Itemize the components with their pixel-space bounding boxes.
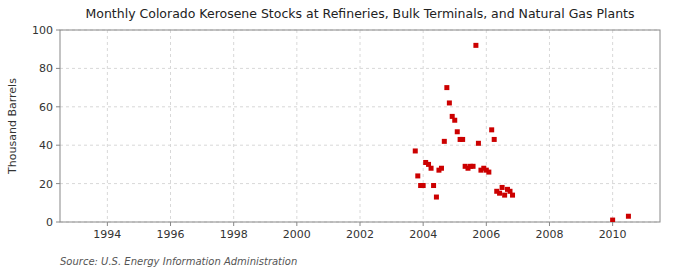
y-tick: [56, 145, 60, 146]
x-tick-label: 1996: [157, 228, 185, 241]
x-tick: [423, 222, 424, 226]
axes: 1994 1996 1998 2000 2002 2004 2006 2008 2010 0 20 4…: [32, 24, 627, 241]
x-tick-label: 1994: [93, 228, 121, 241]
point: [442, 139, 447, 144]
point: [510, 193, 515, 198]
point: [500, 185, 505, 190]
point: [444, 85, 449, 90]
point: [431, 183, 436, 188]
grid-line-y: [60, 68, 660, 69]
point: [473, 43, 478, 48]
point: [626, 214, 631, 219]
x-tick-label: 2004: [409, 228, 437, 241]
grid-line-x: [486, 30, 487, 222]
point: [497, 191, 502, 196]
point: [502, 193, 507, 198]
y-tick: [56, 222, 60, 223]
point: [486, 170, 491, 175]
point: [447, 100, 452, 105]
x-tick: [170, 222, 171, 226]
x-tick-label: 2006: [472, 228, 500, 241]
grid-line-y: [60, 183, 660, 184]
x-tick: [612, 222, 613, 226]
points: [413, 43, 631, 222]
x-tick-label: 1998: [220, 228, 248, 241]
grid-line-y: [60, 145, 660, 146]
plot-frame: [60, 30, 660, 222]
point: [610, 218, 615, 222]
x-tick-label: 2008: [535, 228, 563, 241]
x-tick-label: 2010: [599, 228, 627, 241]
x-tick: [107, 222, 108, 226]
x-tick: [296, 222, 297, 226]
grid: [60, 30, 660, 222]
y-tick-label: 40: [39, 139, 53, 152]
y-tick-label: 0: [46, 216, 53, 229]
x-tick: [549, 222, 550, 226]
grid-line-x: [423, 30, 424, 222]
point: [492, 137, 497, 142]
x-tick: [360, 222, 361, 226]
point: [413, 148, 418, 153]
chart-title: Monthly Colorado Kerosene Stocks at Refi…: [86, 6, 635, 21]
point: [471, 164, 476, 169]
grid-line-x: [296, 30, 297, 222]
grid-line-x: [107, 30, 108, 222]
grid-line-x: [170, 30, 171, 222]
y-tick-label: 20: [39, 178, 53, 191]
point: [452, 118, 457, 123]
grid-line-x: [360, 30, 361, 222]
chart: 1994 1996 1998 2000 2002 2004 2006 2008 2010 0 20 4…: [0, 0, 675, 275]
x-tick-label: 2002: [346, 228, 374, 241]
y-tick-label: 60: [39, 101, 53, 114]
y-tick: [56, 30, 60, 31]
x-tick: [233, 222, 234, 226]
chart-container: 1994 1996 1998 2000 2002 2004 2006 2008 2010 0 20 4…: [0, 0, 675, 275]
x-tick: [486, 222, 487, 226]
y-tick-label: 80: [39, 62, 53, 75]
grid-line-x: [233, 30, 234, 222]
point: [421, 183, 426, 188]
source-note: Source: U.S. Energy Information Administ…: [60, 256, 297, 267]
point: [434, 195, 439, 200]
grid-line-y: [60, 106, 660, 107]
point: [429, 166, 434, 171]
y-tick: [56, 106, 60, 107]
point: [455, 129, 460, 134]
y-tick-label: 100: [32, 24, 53, 37]
point: [439, 166, 444, 171]
x-tick-label: 2000: [283, 228, 311, 241]
point: [489, 127, 494, 132]
y-tick: [56, 183, 60, 184]
point: [415, 173, 420, 178]
point: [476, 141, 481, 146]
grid-line-x: [549, 30, 550, 222]
y-tick: [56, 68, 60, 69]
grid-line-x: [612, 30, 613, 222]
point: [460, 137, 465, 142]
y-axis-label: Thousand Barrels: [6, 78, 19, 175]
